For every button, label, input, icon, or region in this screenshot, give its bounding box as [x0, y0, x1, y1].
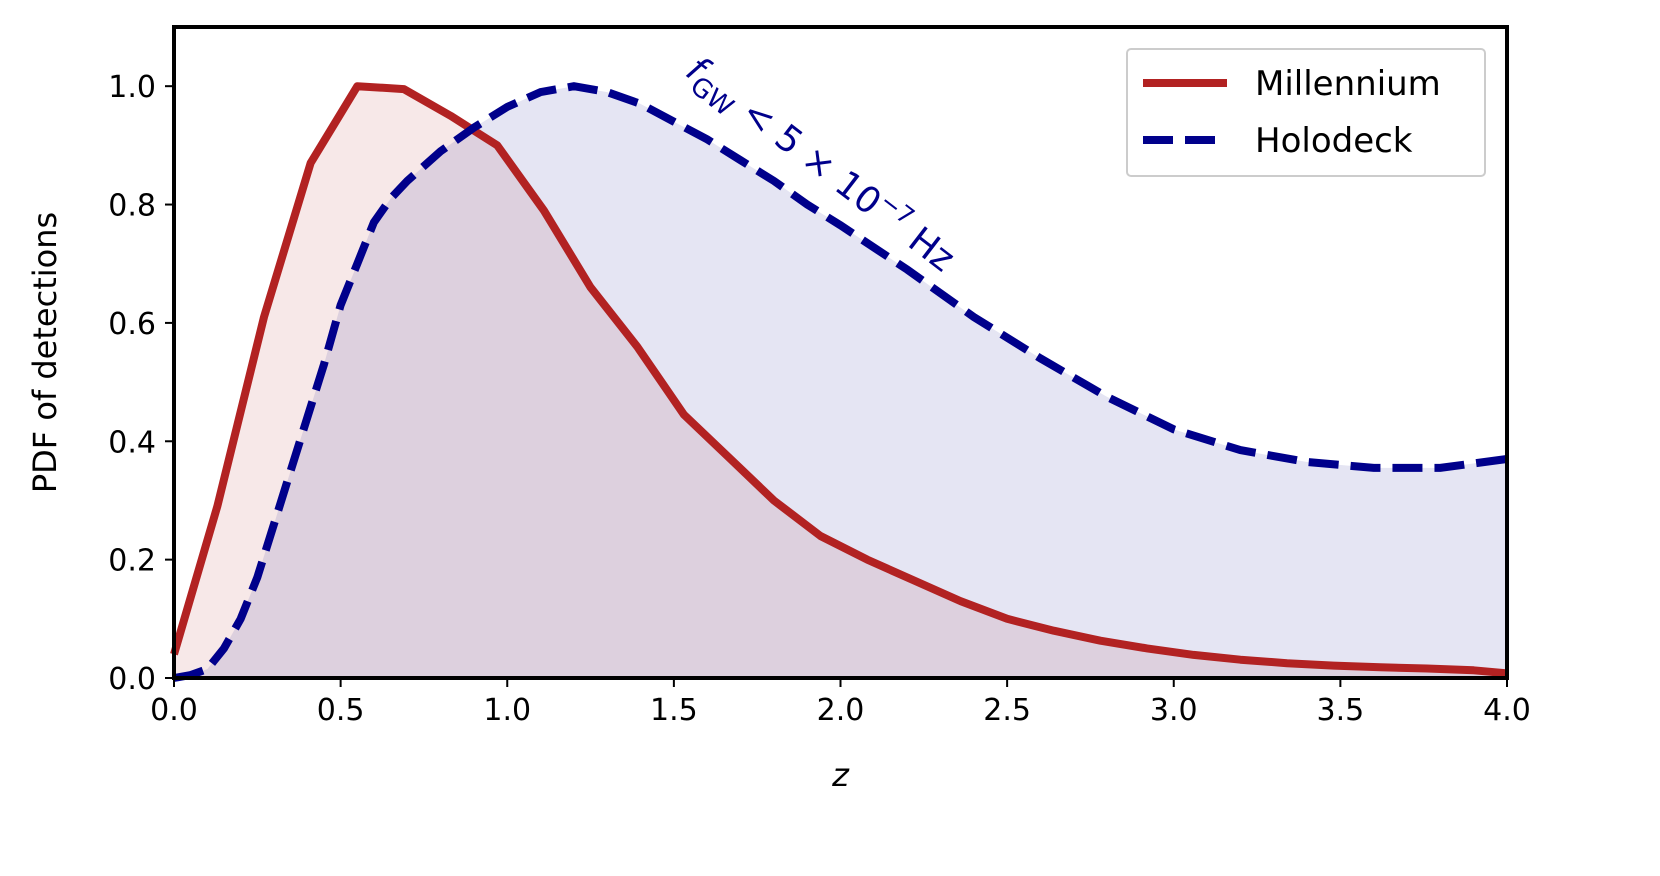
- x-axis-ticks: 0.0 0.5 1.0 1.5 2.0 2.5 3.0 3.5 4.0: [150, 678, 1531, 728]
- legend-label-holodeck: Holodeck: [1255, 121, 1413, 161]
- x-axis-label: z: [831, 756, 850, 794]
- y-tick-label: 0.0: [108, 662, 156, 697]
- y-tick-label: 0.2: [108, 544, 156, 579]
- y-tick-label: 0.4: [108, 425, 156, 460]
- area-millennium: [174, 86, 1507, 678]
- x-tick-label: 1.5: [650, 693, 698, 728]
- x-tick-label: 3.0: [1150, 693, 1198, 728]
- x-tick-label: 4.0: [1483, 693, 1531, 728]
- x-tick-label: 2.0: [817, 693, 865, 728]
- x-tick-label: 0.0: [150, 693, 198, 728]
- x-tick-label: 2.5: [983, 693, 1031, 728]
- area-holodeck: [174, 86, 1507, 678]
- line-millennium: [170, 82, 1508, 678]
- x-tick-label: 1.0: [483, 693, 531, 728]
- y-tick-label: 0.8: [108, 189, 156, 224]
- x-tick-label: 0.5: [317, 693, 365, 728]
- line-holodeck: [173, 82, 1508, 682]
- legend: Millennium Holodeck: [1126, 48, 1486, 177]
- legend-label-millennium: Millennium: [1255, 64, 1441, 104]
- y-axis-ticks: 0.0 0.2 0.4 0.6 0.8 1.0: [108, 70, 174, 697]
- y-axis-label: PDF of detections: [26, 212, 64, 493]
- y-tick-label: 0.6: [108, 307, 156, 342]
- series-lines: [170, 82, 1508, 682]
- series-fills: [174, 86, 1507, 678]
- y-tick-label: 1.0: [108, 70, 156, 105]
- x-tick-label: 3.5: [1317, 693, 1365, 728]
